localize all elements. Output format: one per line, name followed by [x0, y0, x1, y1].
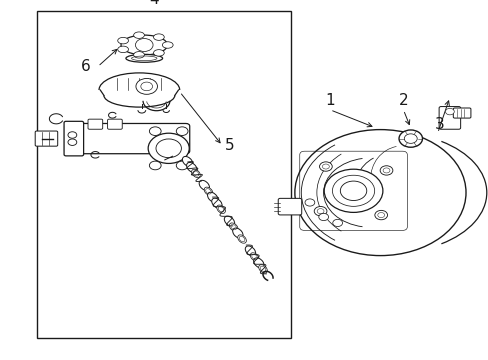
- Text: 3: 3: [434, 117, 444, 132]
- Ellipse shape: [229, 223, 238, 231]
- Circle shape: [314, 207, 326, 216]
- Circle shape: [340, 181, 366, 201]
- Ellipse shape: [232, 228, 243, 238]
- Circle shape: [149, 127, 161, 135]
- FancyBboxPatch shape: [88, 119, 102, 129]
- Ellipse shape: [253, 258, 264, 268]
- Ellipse shape: [118, 46, 128, 53]
- Circle shape: [176, 127, 187, 135]
- FancyBboxPatch shape: [64, 123, 189, 154]
- FancyBboxPatch shape: [452, 108, 470, 118]
- Ellipse shape: [118, 37, 128, 44]
- Ellipse shape: [199, 180, 209, 190]
- Ellipse shape: [182, 157, 192, 167]
- Ellipse shape: [133, 51, 144, 58]
- Text: 2: 2: [398, 93, 407, 108]
- Circle shape: [68, 139, 77, 145]
- Circle shape: [398, 130, 422, 147]
- Ellipse shape: [216, 205, 225, 213]
- Ellipse shape: [250, 253, 259, 261]
- Text: 1: 1: [325, 93, 334, 108]
- Circle shape: [379, 166, 392, 175]
- Bar: [37, 11, 290, 338]
- Ellipse shape: [125, 54, 162, 62]
- Ellipse shape: [153, 50, 164, 56]
- Ellipse shape: [186, 162, 197, 172]
- Ellipse shape: [191, 169, 200, 177]
- Ellipse shape: [258, 265, 267, 273]
- Circle shape: [156, 139, 181, 158]
- Ellipse shape: [133, 32, 144, 39]
- Circle shape: [374, 210, 387, 220]
- FancyBboxPatch shape: [278, 198, 301, 215]
- Circle shape: [445, 108, 453, 115]
- Ellipse shape: [121, 35, 167, 55]
- Circle shape: [148, 133, 189, 163]
- Text: 4: 4: [149, 0, 159, 7]
- Ellipse shape: [224, 216, 234, 226]
- Text: 6: 6: [81, 59, 90, 74]
- Circle shape: [332, 175, 374, 206]
- Text: 5: 5: [224, 138, 234, 153]
- Circle shape: [324, 169, 382, 212]
- FancyBboxPatch shape: [35, 131, 58, 146]
- Ellipse shape: [162, 42, 173, 48]
- Circle shape: [305, 199, 314, 206]
- Ellipse shape: [245, 246, 255, 256]
- Circle shape: [141, 82, 152, 91]
- Circle shape: [135, 39, 153, 51]
- Circle shape: [294, 130, 465, 256]
- Ellipse shape: [204, 187, 212, 195]
- Ellipse shape: [211, 198, 222, 208]
- Circle shape: [149, 161, 161, 170]
- Circle shape: [136, 78, 157, 94]
- Circle shape: [332, 219, 342, 226]
- FancyBboxPatch shape: [438, 107, 460, 129]
- Circle shape: [404, 134, 416, 143]
- FancyBboxPatch shape: [107, 119, 122, 129]
- Circle shape: [176, 161, 187, 170]
- Ellipse shape: [237, 235, 246, 243]
- Ellipse shape: [153, 34, 164, 40]
- FancyBboxPatch shape: [64, 121, 83, 156]
- Circle shape: [68, 132, 77, 138]
- Circle shape: [318, 213, 328, 221]
- Circle shape: [319, 162, 331, 171]
- Ellipse shape: [207, 192, 218, 202]
